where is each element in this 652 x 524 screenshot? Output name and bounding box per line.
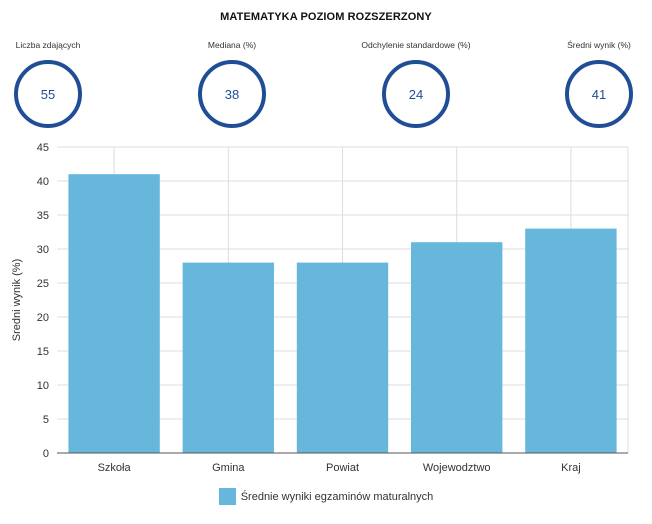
legend-swatch (218, 488, 236, 505)
stat-label: Średni wynik (%) (567, 40, 631, 50)
y-tick-label: 15 (37, 346, 49, 358)
bar-chart: 0 5 10 15 20 25 30 35 40 45 Szkoła Gmina Powiat Wojew… (11, 142, 629, 474)
y-tick-label: 0 (43, 448, 49, 460)
y-tick-label: 30 (37, 244, 49, 256)
stat-mean-score: Średni wynik (%) 41 (534, 39, 652, 128)
x-tick-label: Kraj (561, 462, 581, 474)
y-axis-title: Sredni wynik (%) (11, 259, 23, 342)
y-tick-label: 20 (37, 312, 49, 324)
y-tick-label: 5 (43, 414, 49, 426)
bar-wojewodztwo (411, 242, 503, 453)
stat-label: Mediana (%) (207, 40, 257, 50)
stat-ring: 55 (14, 60, 82, 128)
bar-gmina (182, 262, 274, 453)
stat-ring: 41 (565, 60, 633, 128)
stat-label: Odchylenie standardowe (%) (361, 40, 471, 50)
bar-powiat (296, 262, 389, 453)
stat-ring: 38 (198, 60, 266, 128)
stat-ring: 24 (382, 60, 450, 128)
stat-median: Mediana (%) 38 (167, 39, 297, 128)
x-tick-label: Gmina (212, 462, 245, 474)
y-tick-label: 10 (37, 380, 49, 392)
stat-label: Liczba zdających (15, 40, 81, 50)
x-tick-label: Powiat (326, 462, 359, 474)
y-tick-label: 35 (37, 210, 49, 222)
stat-exam-count: Liczba zdających 55 (0, 39, 113, 128)
stat-std-dev: Odchylenie standardowe (%) 24 (351, 39, 481, 128)
legend-label: Średnie wyniki egzaminów maturalnych (240, 490, 434, 503)
chart-legend: Średnie wyniki egzaminów maturalnych (0, 488, 652, 505)
bar-kraj (525, 228, 617, 453)
y-tick-label: 40 (37, 176, 49, 188)
x-tick-label: Wojewodztwo (423, 462, 491, 474)
chart-title: MATEMATYKA POZIOM ROZSZERZONY (220, 11, 432, 23)
y-tick-label: 25 (37, 278, 49, 290)
bar-szkoła (68, 174, 160, 453)
x-tick-label: Szkoła (98, 462, 132, 474)
y-tick-label: 45 (37, 142, 49, 154)
